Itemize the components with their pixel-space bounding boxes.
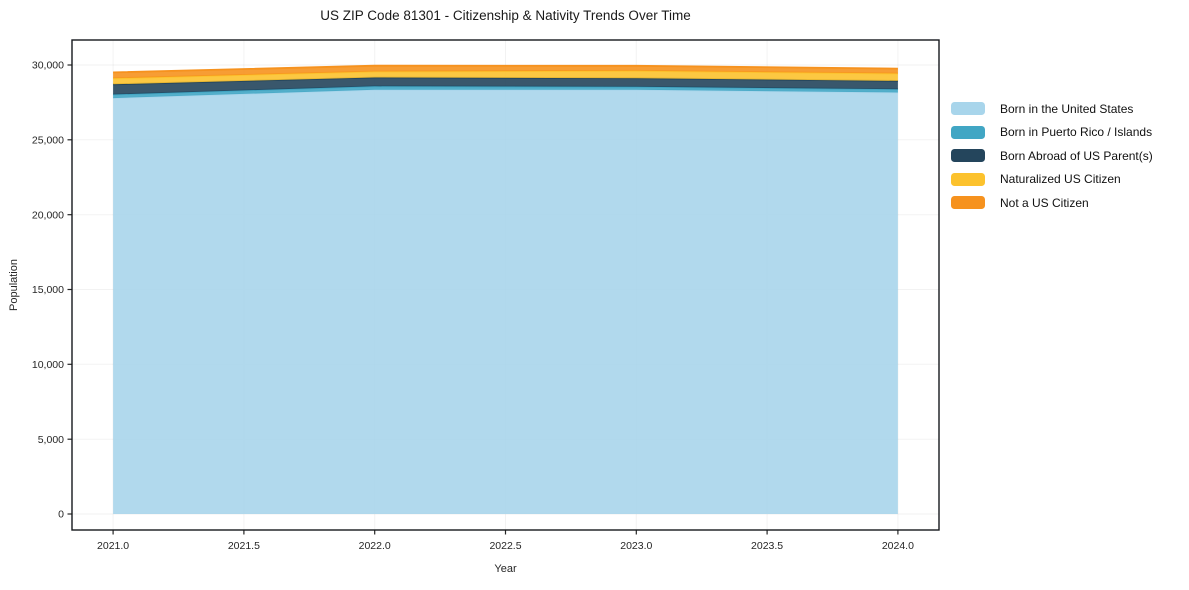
svg-text:0: 0 (58, 509, 64, 521)
legend-item: Not a US Citizen (951, 195, 1153, 210)
legend-label: Not a US Citizen (1000, 195, 1089, 210)
legend-swatch-born-abroad (951, 149, 985, 162)
svg-text:15,000: 15,000 (32, 284, 64, 296)
legend-label: Born Abroad of US Parent(s) (1000, 148, 1153, 163)
chart-title: US ZIP Code 81301 - Citizenship & Nativi… (320, 8, 691, 23)
x-axis: 2021.0 2021.5 2022.0 2022.5 2023.0 2023.5 2024… (97, 530, 914, 552)
legend-swatch-naturalized (951, 172, 985, 186)
legend-swatch-born-us (951, 102, 985, 115)
legend-label: Naturalized US Citizen (1000, 172, 1121, 186)
svg-text:5,000: 5,000 (38, 434, 64, 446)
legend-item: Naturalized US Citizen (951, 172, 1153, 186)
svg-text:25,000: 25,000 (32, 134, 64, 146)
legend-swatch-not-citizen (951, 196, 985, 209)
svg-text:2021.5: 2021.5 (228, 540, 260, 552)
legend-item: Born in Puerto Rico / Islands (951, 125, 1153, 139)
svg-text:2022.5: 2022.5 (489, 540, 521, 552)
stacked-areas (113, 64, 898, 514)
legend-item: Born in the United States (951, 101, 1153, 116)
svg-text:2024.0: 2024.0 (882, 540, 914, 552)
legend-label: Born in Puerto Rico / Islands (1000, 125, 1153, 139)
x-axis-title: Year (494, 563, 517, 575)
svg-text:20,000: 20,000 (32, 209, 64, 221)
svg-text:10,000: 10,000 (32, 359, 64, 371)
legend-item: Born Abroad of US Parent(s) (951, 148, 1153, 163)
svg-text:2023.5: 2023.5 (751, 540, 783, 552)
legend-label: Born in the United States (1000, 101, 1134, 116)
svg-text:2021.0: 2021.0 (97, 540, 129, 552)
svg-text:2023.0: 2023.0 (620, 540, 652, 552)
svg-text:2022.0: 2022.0 (359, 540, 391, 552)
legend: Born in the United States Born in Puerto… (951, 102, 1153, 220)
y-axis: 0 5,000 10,000 15,000 20,000 25,000 30,000 (32, 60, 72, 521)
legend-swatch-born-pr (951, 125, 985, 139)
svg-text:30,000: 30,000 (32, 60, 64, 72)
plot-border (71, 39, 940, 531)
y-axis-title: Population (8, 259, 20, 311)
